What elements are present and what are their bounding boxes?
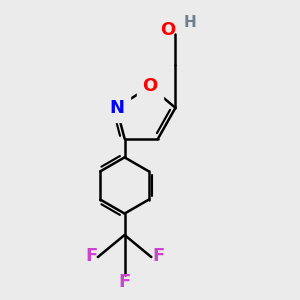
- Text: F: F: [152, 247, 164, 265]
- Text: F: F: [118, 273, 131, 291]
- Text: N: N: [109, 99, 124, 117]
- Text: O: O: [160, 21, 175, 39]
- Text: O: O: [142, 77, 158, 95]
- Text: H: H: [184, 15, 197, 30]
- Text: F: F: [85, 247, 97, 265]
